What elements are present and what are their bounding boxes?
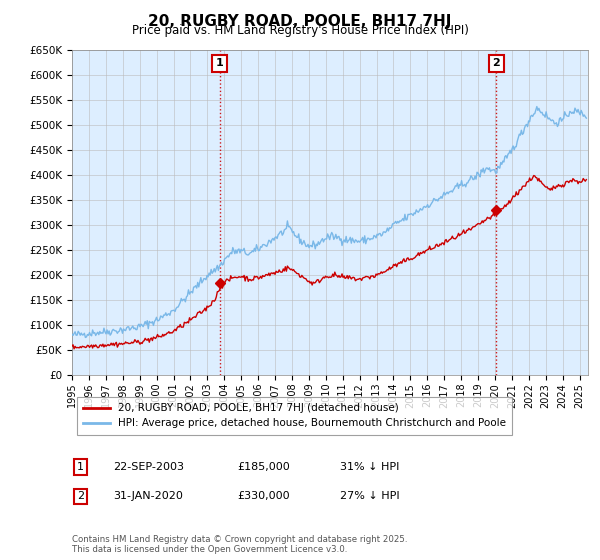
Text: Contains HM Land Registry data © Crown copyright and database right 2025.
This d: Contains HM Land Registry data © Crown c…: [72, 535, 407, 554]
Text: 27% ↓ HPI: 27% ↓ HPI: [340, 491, 400, 501]
Text: 20, RUGBY ROAD, POOLE, BH17 7HJ: 20, RUGBY ROAD, POOLE, BH17 7HJ: [148, 14, 452, 29]
Text: 22-SEP-2003: 22-SEP-2003: [113, 462, 184, 472]
Text: 2: 2: [493, 58, 500, 68]
Text: Price paid vs. HM Land Registry's House Price Index (HPI): Price paid vs. HM Land Registry's House …: [131, 24, 469, 37]
Text: £330,000: £330,000: [237, 491, 290, 501]
Text: £185,000: £185,000: [237, 462, 290, 472]
Text: 2: 2: [77, 491, 84, 501]
Text: 1: 1: [77, 462, 84, 472]
Text: 31% ↓ HPI: 31% ↓ HPI: [340, 462, 400, 472]
Legend: 20, RUGBY ROAD, POOLE, BH17 7HJ (detached house), HPI: Average price, detached h: 20, RUGBY ROAD, POOLE, BH17 7HJ (detache…: [77, 397, 512, 435]
Text: 31-JAN-2020: 31-JAN-2020: [113, 491, 183, 501]
Text: 1: 1: [216, 58, 224, 68]
